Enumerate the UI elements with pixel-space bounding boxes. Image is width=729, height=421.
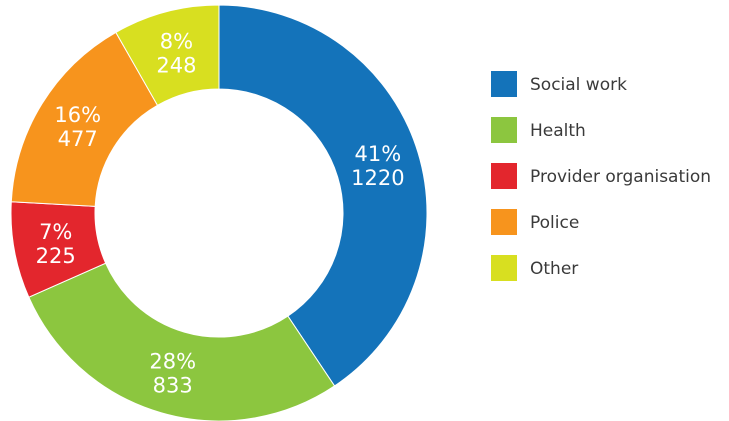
- legend-swatch: [491, 71, 517, 97]
- donut-slices: [10, 4, 428, 421]
- slice-value-label: 225: [36, 244, 76, 268]
- legend: Social work Health Provider organisation Po…: [491, 71, 711, 281]
- legend-swatch: [491, 163, 517, 189]
- slice-percent-label: 7%: [39, 220, 72, 244]
- legend-label: Other: [530, 259, 578, 279]
- slice-labels: 41%1220 28%833 7%225 16%477 8%248: [36, 30, 405, 398]
- slice-social-work: [218, 4, 428, 387]
- legend-item-health: Health: [491, 117, 586, 143]
- legend-swatch: [491, 209, 517, 235]
- slice-value-label: 477: [58, 127, 98, 151]
- slice-health: [28, 262, 336, 421]
- slice-value-label: 833: [153, 373, 193, 397]
- slice-other: [115, 4, 220, 107]
- legend-label: Police: [530, 213, 579, 233]
- slice-value-label: 248: [156, 54, 196, 78]
- slice-percent-label: 16%: [54, 103, 101, 127]
- legend-label: Provider organisation: [530, 167, 711, 187]
- legend-item-police: Police: [491, 209, 579, 235]
- legend-swatch: [491, 117, 517, 143]
- legend-swatch: [491, 255, 517, 281]
- legend-item-provider-organisation: Provider organisation: [491, 163, 711, 189]
- legend-label: Health: [530, 121, 586, 141]
- legend-label: Social work: [530, 75, 627, 95]
- slice-percent-label: 8%: [160, 30, 193, 54]
- legend-item-social-work: Social work: [491, 71, 627, 97]
- slice-percent-label: 28%: [149, 349, 196, 373]
- slice-percent-label: 41%: [355, 142, 402, 166]
- slice-value-label: 1220: [351, 166, 404, 190]
- legend-item-other: Other: [491, 255, 578, 281]
